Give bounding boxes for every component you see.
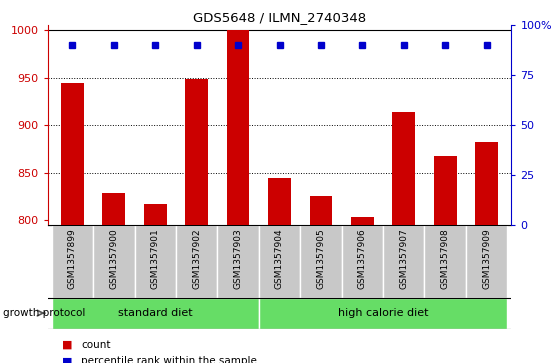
Bar	[102, 193, 125, 363]
Title: GDS5648 / ILMN_2740348: GDS5648 / ILMN_2740348	[193, 11, 366, 24]
Bar	[424, 225, 466, 298]
Text: growth protocol: growth protocol	[3, 308, 85, 318]
Text: GSM1357903: GSM1357903	[234, 229, 243, 289]
Text: ■: ■	[61, 340, 72, 350]
Text: GSM1357907: GSM1357907	[399, 229, 408, 289]
Bar	[259, 225, 300, 298]
Bar	[383, 225, 424, 298]
Bar	[351, 216, 374, 363]
Bar	[392, 112, 415, 363]
Text: percentile rank within the sample: percentile rank within the sample	[81, 356, 257, 363]
Bar	[144, 204, 167, 363]
Text: GSM1357908: GSM1357908	[440, 229, 449, 289]
Bar	[185, 79, 208, 363]
Bar	[176, 225, 217, 298]
Text: GSM1357899: GSM1357899	[68, 229, 77, 289]
Bar	[259, 298, 508, 329]
Text: GSM1357909: GSM1357909	[482, 229, 491, 289]
Bar	[268, 178, 291, 363]
Bar	[51, 225, 93, 298]
Bar	[300, 225, 342, 298]
Bar	[466, 225, 508, 298]
Bar	[227, 30, 249, 363]
Bar	[51, 298, 259, 329]
Text: standard diet: standard diet	[118, 308, 192, 318]
Bar	[434, 156, 457, 363]
Text: count: count	[81, 340, 111, 350]
Bar	[61, 83, 84, 363]
Text: GSM1357901: GSM1357901	[151, 229, 160, 289]
Bar	[342, 225, 383, 298]
Bar	[135, 225, 176, 298]
Bar	[217, 225, 259, 298]
Text: GSM1357906: GSM1357906	[358, 229, 367, 289]
Text: GSM1357905: GSM1357905	[316, 229, 325, 289]
Bar	[475, 142, 498, 363]
Bar	[310, 196, 332, 363]
Text: GSM1357904: GSM1357904	[275, 229, 284, 289]
Bar	[93, 225, 135, 298]
Text: ■: ■	[61, 356, 72, 363]
Text: GSM1357900: GSM1357900	[110, 229, 119, 289]
Text: high calorie diet: high calorie diet	[338, 308, 428, 318]
Text: GSM1357902: GSM1357902	[192, 229, 201, 289]
